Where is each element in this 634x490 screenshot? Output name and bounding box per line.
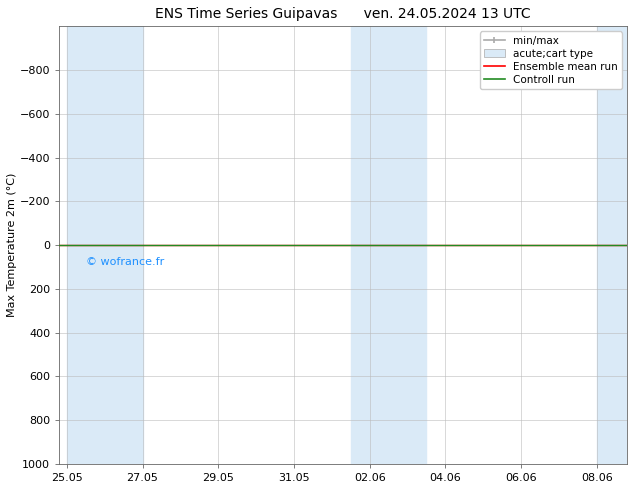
Bar bbox=[597, 26, 627, 464]
Bar bbox=[351, 26, 427, 464]
Text: © wofrance.fr: © wofrance.fr bbox=[86, 257, 164, 267]
Y-axis label: Max Temperature 2m (°C): Max Temperature 2m (°C) bbox=[7, 173, 17, 318]
Bar bbox=[67, 26, 143, 464]
Legend: min/max, acute;cart type, Ensemble mean run, Controll run: min/max, acute;cart type, Ensemble mean … bbox=[479, 31, 622, 89]
Title: ENS Time Series Guipavas      ven. 24.05.2024 13 UTC: ENS Time Series Guipavas ven. 24.05.2024… bbox=[155, 7, 531, 21]
